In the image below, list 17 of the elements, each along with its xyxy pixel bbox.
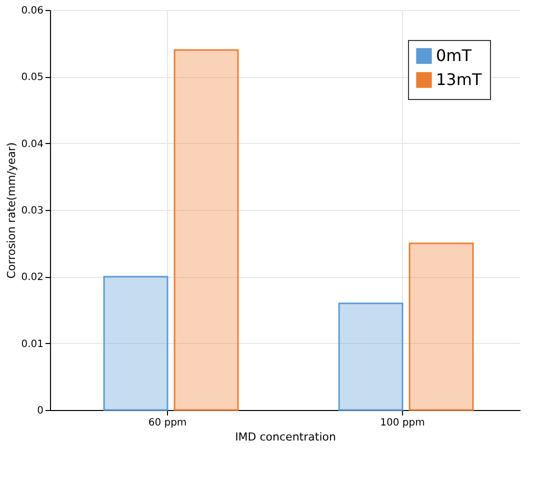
y-tick-label: 0.05 (21, 72, 44, 84)
y-tick-label: 0.03 (21, 206, 44, 216)
x-tick-label: 100 ppm (380, 418, 425, 428)
y-tick-label: 0 (37, 406, 44, 416)
y-axis-title: Corrosion rate(mm/year) (5, 142, 18, 279)
legend-label: 0mT (436, 46, 472, 65)
bar (174, 49, 239, 411)
legend-label: 13mT (436, 70, 482, 89)
y-tick-label: 0.06 (21, 6, 44, 16)
y-tick-label: 0.01 (21, 338, 44, 350)
bar (103, 276, 168, 411)
x-tick-label: 60 ppm (148, 418, 187, 428)
y-tick-label: 0.04 (21, 138, 44, 150)
y-tick-label: 0.02 (21, 272, 44, 284)
x-axis-title: IMD concentration (235, 430, 336, 444)
bar (408, 242, 474, 411)
bar (338, 302, 404, 411)
